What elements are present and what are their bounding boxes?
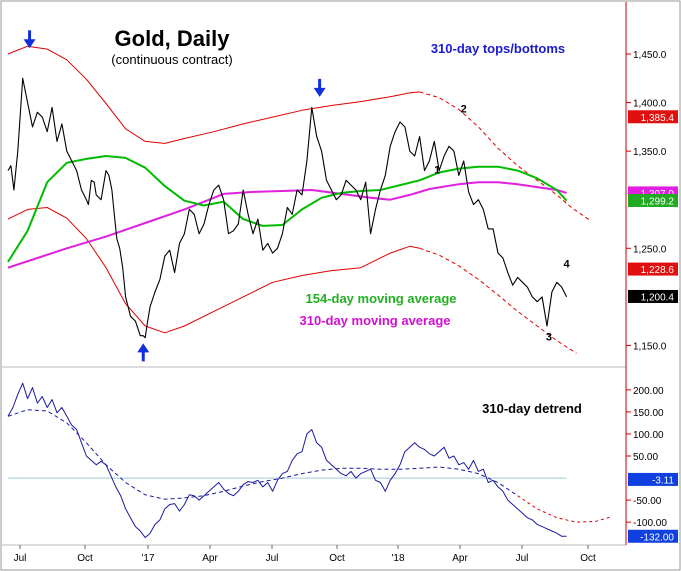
detrend-y-tick-label: 150.00: [633, 408, 664, 419]
ma154-label: 154-day moving average: [305, 291, 456, 306]
detrend-y-tick-label: 100.00: [633, 430, 664, 441]
detrend-y-tick-label: -100.00: [633, 518, 667, 529]
chart-title: Gold, Daily: [115, 26, 231, 51]
top-price-flag: 1,385.4: [628, 110, 678, 124]
wave-label-2: 2: [461, 103, 467, 115]
series-detrend-average: [7, 409, 518, 500]
ma310-label: 310-day moving average: [299, 313, 450, 328]
series-lower-band: [7, 207, 420, 334]
down-arrow-icon: [313, 78, 326, 97]
x-tick-label: Oct: [580, 553, 596, 564]
series-lower-band-projected-: [419, 247, 577, 354]
series-layer: [7, 45, 611, 539]
tops-bottoms-label: 310-day tops/bottoms: [431, 41, 565, 56]
x-tick-label: '17: [141, 553, 154, 564]
series-detrend-average-projected: [517, 495, 611, 523]
wave-label-1: 1: [434, 164, 440, 176]
top-price-flag-label: 1,228.6: [641, 265, 675, 276]
y-tick-label: 1,150.0: [633, 341, 667, 352]
detrend-price-flag-label: -3.11: [652, 475, 674, 486]
series-154-day-moving-average: [7, 155, 568, 263]
y-tick-label: 1,400.0: [633, 99, 667, 110]
detrend-price-flag: -3.11: [628, 472, 678, 486]
detrend-price-flag-label: -132.00: [640, 532, 674, 543]
wave-label-3: 3: [546, 332, 552, 344]
x-tick-label: '18: [391, 553, 404, 564]
detrend-price-flag: -132.00: [628, 529, 678, 543]
x-tick-label: Oct: [329, 553, 345, 564]
y-tick-label: 1,350.0: [633, 147, 667, 158]
chart-subtitle: (continuous contract): [111, 52, 232, 67]
top-price-flag: 1,200.4: [628, 289, 678, 303]
detrend-y-tick-label: 50.00: [633, 452, 658, 463]
detrend-y-tick-label: 200.00: [633, 386, 664, 397]
x-tick-label: Oct: [77, 553, 93, 564]
flag-layer: 1,385.41,307.01,299.21,228.61,200.4-3.11…: [628, 110, 678, 543]
x-tick-label: Apr: [452, 553, 468, 564]
wave-label-4: 4: [564, 259, 571, 271]
series-detrend: [7, 382, 567, 539]
top-price-flag-label: 1,299.2: [641, 196, 675, 207]
top-price-flag-label: 1,385.4: [641, 113, 675, 124]
x-tick-label: Jul: [266, 553, 279, 564]
detrend-label: 310-day detrend: [482, 401, 582, 416]
y-tick-label: 1,250.0: [633, 244, 667, 255]
marker-layer: 1 2 3 4: [23, 30, 571, 362]
x-tick-label: Apr: [202, 553, 218, 564]
down-arrow-icon: [23, 30, 36, 49]
y-tick-label: 1,450.0: [633, 50, 667, 61]
series-upper-band: [7, 45, 420, 144]
series-upper-band-projected-: [419, 91, 592, 222]
x-tick-label: Jul: [14, 553, 27, 564]
axis-layer: 1,450.0 1,400.0 1,350.0 1,250.0 1,150.0 200.0…: [14, 50, 668, 564]
series-gold: [7, 77, 568, 339]
x-tick-label: Jul: [516, 553, 529, 564]
detrend-y-tick-label: -50.00: [633, 496, 662, 507]
top-price-flag: 1,299.2: [628, 193, 678, 207]
top-price-flag-label: 1,200.4: [641, 292, 675, 303]
up-arrow-icon: [137, 343, 150, 362]
top-price-flag: 1,228.6: [628, 262, 678, 276]
